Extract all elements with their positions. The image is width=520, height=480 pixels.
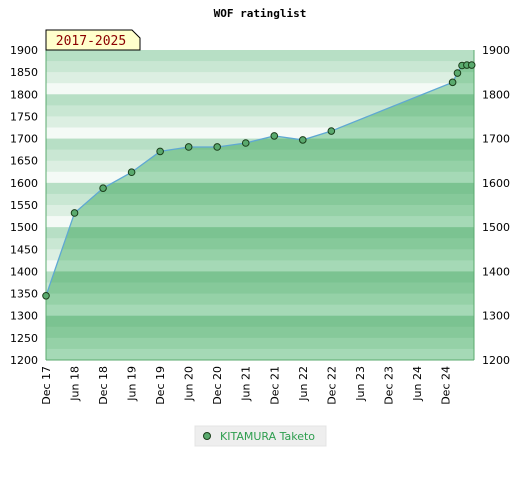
area-band [46,138,474,151]
y-tick-label-left: 1400 [10,265,38,278]
period-badge: 2017-2025 [45,29,141,51]
data-point [448,78,457,87]
area-band [46,171,474,184]
legend-label: KITAMURA Taketo [220,430,315,443]
y-tick-label-left: 1250 [10,332,38,345]
area-band [46,337,474,350]
y-tick-label-right: 1800 [482,88,510,101]
x-tick-label: Dec 24 [439,366,452,405]
area-band [46,216,474,228]
series-line [45,64,472,296]
badge-box [45,29,141,51]
bg-band [46,50,474,62]
y-tick-label-left: 1750 [10,110,38,123]
legend-marker [203,432,211,440]
y-tick-label-left: 1300 [10,310,38,323]
data-point [467,61,476,69]
data-point [184,143,193,151]
bg-band [46,83,474,95]
y-tick-label-left: 1600 [10,177,38,190]
x-tick-label: Dec 23 [382,366,395,405]
y-tick-label-left: 1450 [10,243,38,256]
y-tick-label-left: 1200 [10,354,38,367]
data-point [213,143,221,151]
data-point [299,136,307,144]
bg-band [46,105,474,117]
area-band [46,304,474,317]
data-point [70,209,79,217]
y-tick-label-left: 1500 [10,221,38,234]
y-tick-label-right: 1600 [482,177,510,190]
y-tick-label-right: 1400 [482,265,510,278]
x-tick-label: Jun 20 [183,366,196,402]
x-tick-label: Jun 19 [126,366,139,402]
y-tick-label-right: 1900 [482,44,510,57]
area-band [46,260,474,272]
area-band [46,326,474,339]
data-point [127,168,136,177]
data-points [42,61,476,300]
x-tick-label: Dec 18 [97,366,110,405]
y-tick-label-left: 1550 [10,199,38,212]
y-tick-label-left: 1350 [10,288,38,301]
area-band [46,315,474,328]
x-tick-label: Jun 21 [240,366,253,402]
y-axis-left: 1200 1250 1300 1350 1400 1450 1500 1550 1600 1650… [10,44,38,367]
area-band [46,282,474,295]
y-tick-label-right: 1300 [482,310,510,323]
x-tick-label: Jun 22 [297,366,310,402]
area-band [46,182,474,195]
data-point [241,139,250,147]
y-tick-label-left: 1650 [10,155,38,168]
bg-band [46,127,474,140]
data-point [42,291,50,300]
bg-band [46,94,474,106]
area-band [46,227,474,239]
x-tick-label: Dec 22 [325,366,338,405]
y-tick-label-right: 1700 [482,133,510,146]
area-band [46,238,474,250]
data-point [99,184,107,192]
x-tick-label: Jun 24 [411,366,424,402]
y-axis-right: 1200 1300 1400 1500 1600 1700 1800 1900 [482,44,510,367]
y-tick-label-left: 1800 [10,88,38,101]
badge-label: 2017-2025 [56,34,126,49]
area-band [46,205,474,217]
data-point [156,147,164,156]
axes [45,50,475,361]
y-tick-label-left: 1850 [10,66,38,79]
area-band [46,160,474,173]
x-tick-label: Dec 17 [40,366,53,405]
x-tick-label: Dec 19 [154,366,167,405]
x-tick-label: Dec 20 [211,366,224,405]
x-axis: Dec 17 Jun 18 Dec 18 Jun 19 Dec 19 Jun 20 Dec … [40,366,452,405]
data-point [327,127,336,135]
y-tick-label-left: 1700 [10,133,38,146]
area-band [46,149,474,162]
x-tick-label: Dec 21 [268,366,281,405]
y-tick-label-left: 1900 [10,44,38,57]
area-band [46,193,474,206]
x-tick-label: Jun 23 [354,366,367,402]
x-tick-label: Jun 18 [69,366,82,402]
data-point [453,69,462,77]
chart-title: WOF ratinglist [214,7,307,20]
bg-band [46,61,474,73]
y-tick-label-right: 1200 [482,354,510,367]
area-band [46,293,474,306]
bg-band [46,72,474,84]
y-tick-label-right: 1500 [482,221,510,234]
bg-band [46,116,474,128]
legend-box [194,425,327,447]
area-band [46,249,474,261]
legend: KITAMURA Taketo [194,425,327,447]
area-band [46,271,474,283]
data-point [270,132,279,140]
area-band [46,348,474,361]
